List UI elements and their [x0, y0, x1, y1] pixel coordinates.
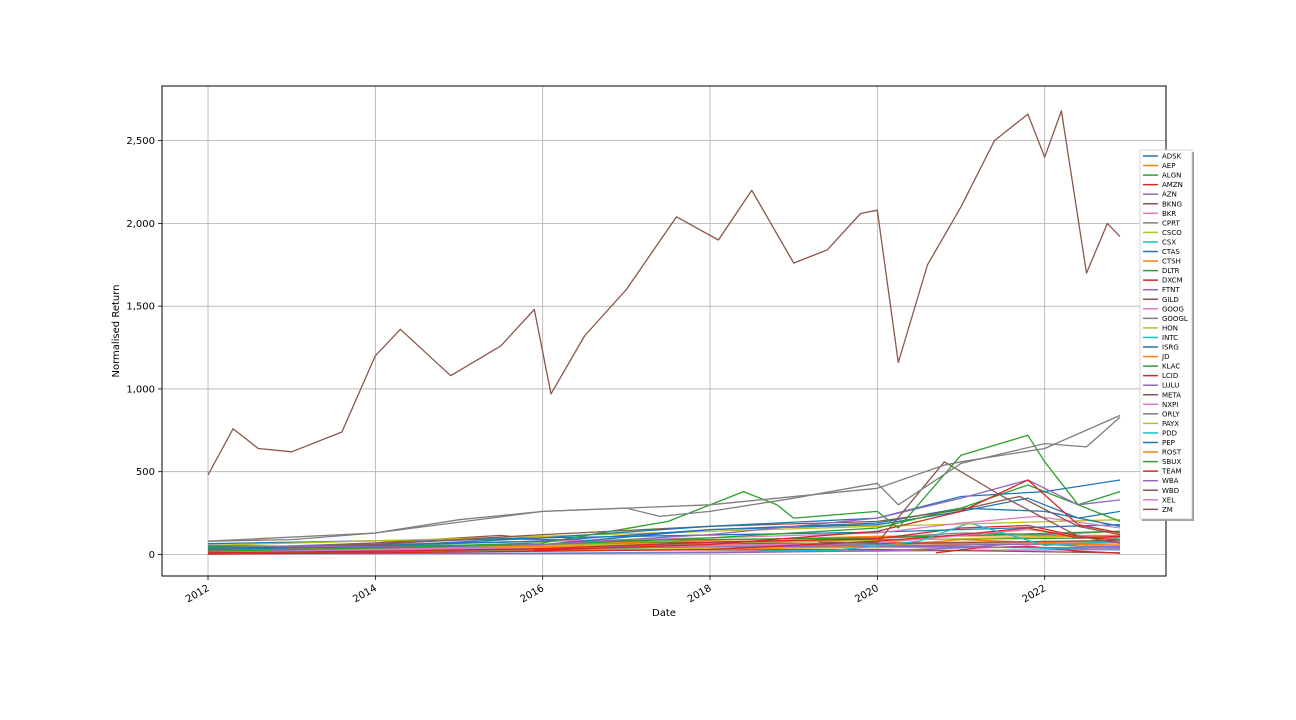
series-line-ctas: [207, 479, 1121, 551]
y-tick-label: 0: [149, 550, 155, 561]
legend-label: ADSK: [1162, 153, 1182, 161]
x-axis-title: Date: [652, 608, 676, 619]
series-line-nxpi: [207, 515, 1121, 553]
series-line-gild: [207, 534, 1121, 552]
legend-label: ROST: [1162, 449, 1182, 457]
legend-label: CTAS: [1162, 248, 1180, 256]
legend-label: AEP: [1162, 162, 1175, 170]
legend-label: CTSH: [1162, 258, 1181, 266]
legend-label: AMZN: [1162, 181, 1183, 189]
legend-label: DXCM: [1162, 277, 1183, 285]
series-line-algn: [207, 434, 1121, 552]
legend-label: CSX: [1162, 238, 1176, 246]
series-lines: [207, 110, 1121, 555]
series-line-ftnt: [207, 542, 1121, 555]
legend-box: [1139, 149, 1193, 520]
y-axis-title: Normalised Return: [111, 284, 122, 377]
series-line-hon: [207, 519, 1121, 547]
series-line-orly: [207, 414, 1121, 542]
legend-label: NXPI: [1162, 401, 1178, 409]
legend-label: WBA: [1162, 477, 1179, 485]
series-line-dxcm: [207, 527, 1121, 555]
legend-label: GOOG: [1162, 305, 1184, 313]
series-line-pdd: [760, 522, 1121, 552]
legend-label: GILD: [1162, 296, 1179, 304]
legend-label: LULU: [1162, 382, 1179, 390]
legend-label: HON: [1162, 324, 1178, 332]
legend-label: GOOGL: [1162, 315, 1188, 323]
legend-label: INTC: [1162, 334, 1178, 342]
legend-label: BKR: [1162, 210, 1176, 218]
legend-label: TEAM: [1161, 468, 1182, 476]
series-line-amzn: [207, 524, 1121, 554]
legend-label: CPRT: [1162, 219, 1180, 227]
y-tick-label: 500: [136, 467, 155, 478]
legend-label: META: [1162, 391, 1181, 399]
legend-label: ALGN: [1162, 172, 1181, 180]
legend-label: LCID: [1162, 372, 1178, 380]
legend-label: AZN: [1162, 191, 1177, 199]
series-line-team: [534, 479, 1121, 551]
legend-label: PEP: [1162, 439, 1175, 447]
legend-label: PAYX: [1162, 420, 1179, 428]
legend-label: XEL: [1162, 496, 1175, 504]
legend-label: KLAC: [1162, 363, 1180, 371]
series-line-googl: [207, 416, 1121, 542]
y-tick-label: 2,500: [126, 136, 155, 147]
series-line-lcid: [935, 545, 1121, 554]
series-line-meta: [241, 495, 1121, 550]
legend-label: CSCO: [1162, 229, 1182, 237]
legend-label: SBUX: [1162, 458, 1181, 466]
legend-label: WBD: [1162, 487, 1179, 495]
legend-label: DLTR: [1162, 267, 1180, 275]
legend-label: ORLY: [1162, 410, 1180, 418]
legend-label: ZM: [1162, 506, 1173, 514]
y-tick-label: 1,000: [126, 384, 155, 395]
series-line-bkng: [207, 110, 1121, 476]
y-tick-label: 1,500: [126, 302, 155, 313]
series-line-zm: [818, 461, 1121, 544]
legend-label: PDD: [1162, 429, 1177, 437]
legend-label: FTNT: [1162, 286, 1180, 294]
grid-lines: [162, 86, 1166, 576]
y-tick-label: 2,000: [126, 219, 155, 230]
legend-label: JD: [1161, 353, 1169, 361]
legend-label: ISRG: [1162, 344, 1179, 352]
legend-label: BKNG: [1162, 200, 1182, 208]
y-axis-ticks: 0 500 1,000 1,500 2,000 2,500: [126, 136, 162, 561]
